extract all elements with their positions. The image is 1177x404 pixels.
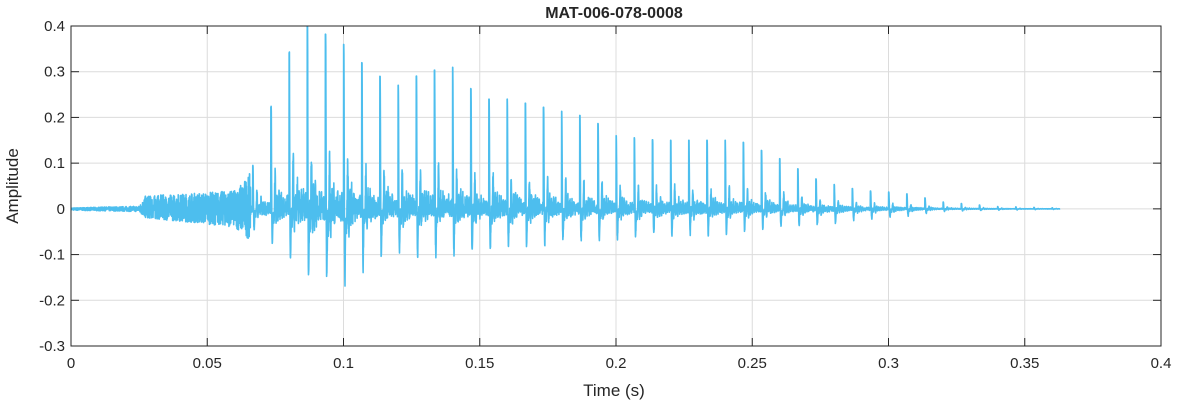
plot-frame [70, 25, 1162, 347]
y-tick-label: -0.1 [39, 247, 65, 264]
y-axis-label: Amplitude [3, 148, 22, 224]
x-tick-label: 0.3 [878, 355, 899, 372]
x-tick-label: 0.4 [1151, 355, 1172, 372]
waveform-series [71, 26, 1061, 287]
y-tick-label: 0 [57, 201, 65, 218]
x-tick-label: 0.1 [333, 355, 354, 372]
chart-title: MAT-006-078-0008 [545, 5, 683, 22]
y-tick-label: 0.1 [44, 155, 65, 172]
x-tick-label: 0.15 [465, 355, 494, 372]
x-tick-label: 0.25 [738, 355, 767, 372]
x-tick-label: 0.35 [1010, 355, 1039, 372]
y-tick-label: 0.3 [44, 64, 65, 81]
x-tick-label: 0 [67, 355, 75, 372]
y-tick-label: 0.2 [44, 109, 65, 126]
y-tick-label: 0.4 [44, 18, 65, 35]
y-tick-labels: -0.3 -0.2 -0.1 0 0.1 0.2 0.3 0.4 [39, 18, 65, 355]
y-tick-label: -0.2 [39, 292, 65, 309]
x-tick-labels: 0 0.05 0.1 0.15 0.2 0.25 0.3 0.35 0.4 [67, 355, 1172, 372]
x-tick-label: 0.05 [193, 355, 222, 372]
y-tick-label: -0.3 [39, 338, 65, 355]
waveform-line [71, 26, 1061, 287]
x-axis-label: Time (s) [583, 381, 645, 400]
x-tick-label: 0.2 [606, 355, 627, 372]
